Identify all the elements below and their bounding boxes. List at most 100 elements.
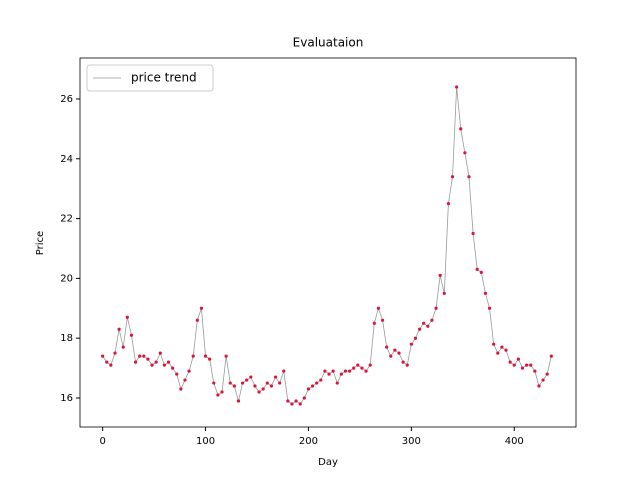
point bbox=[343, 369, 348, 373]
point bbox=[212, 381, 216, 385]
point bbox=[265, 381, 269, 385]
point bbox=[516, 357, 520, 361]
point bbox=[430, 318, 434, 322]
x-tick-label: 100 bbox=[196, 436, 215, 447]
point bbox=[450, 175, 455, 179]
point bbox=[529, 363, 533, 367]
y-tick-label: 24 bbox=[60, 154, 73, 165]
point bbox=[442, 291, 446, 295]
point bbox=[467, 175, 471, 179]
point bbox=[138, 354, 142, 358]
y-tick-label: 18 bbox=[60, 333, 73, 344]
point bbox=[339, 372, 343, 376]
point bbox=[286, 399, 290, 403]
point bbox=[405, 363, 409, 367]
point bbox=[154, 360, 158, 364]
point bbox=[224, 354, 228, 358]
point bbox=[385, 345, 389, 349]
point bbox=[105, 360, 109, 364]
point bbox=[401, 360, 405, 364]
point bbox=[179, 387, 183, 391]
point bbox=[109, 363, 113, 367]
point bbox=[434, 306, 438, 310]
point bbox=[273, 375, 278, 379]
line bbox=[102, 86, 552, 405]
point bbox=[216, 393, 220, 397]
point bbox=[129, 333, 134, 337]
y-axis-label: Price bbox=[35, 231, 46, 255]
point bbox=[150, 363, 154, 367]
point bbox=[117, 327, 121, 331]
point bbox=[549, 354, 553, 358]
point bbox=[302, 396, 306, 400]
point bbox=[253, 384, 257, 388]
x-axis-label: Day bbox=[318, 457, 338, 468]
point bbox=[487, 306, 492, 310]
point bbox=[492, 342, 496, 346]
point bbox=[183, 378, 187, 382]
point bbox=[397, 351, 401, 355]
point bbox=[368, 363, 372, 367]
point bbox=[261, 387, 265, 391]
point bbox=[195, 318, 199, 322]
point bbox=[376, 306, 381, 310]
point bbox=[191, 354, 195, 358]
point bbox=[240, 381, 245, 385]
point bbox=[471, 231, 475, 236]
point bbox=[446, 202, 450, 206]
point bbox=[101, 354, 105, 358]
point bbox=[520, 366, 525, 370]
chart-title: Evaluataion bbox=[293, 36, 364, 50]
point bbox=[278, 381, 282, 385]
point bbox=[380, 318, 385, 322]
point bbox=[220, 390, 224, 394]
point bbox=[372, 321, 376, 325]
point bbox=[483, 291, 488, 295]
point bbox=[228, 381, 232, 385]
legend-box bbox=[86, 64, 214, 92]
point bbox=[162, 363, 166, 367]
y-tick-label: 22 bbox=[60, 214, 73, 225]
point bbox=[327, 372, 331, 376]
point bbox=[459, 127, 463, 131]
point bbox=[175, 372, 179, 376]
point bbox=[422, 321, 426, 325]
y-tick-label: 16 bbox=[60, 393, 73, 404]
point bbox=[171, 366, 175, 370]
point bbox=[306, 387, 311, 391]
point bbox=[310, 384, 315, 388]
x-tick-label: 0 bbox=[99, 436, 105, 447]
point bbox=[323, 369, 327, 373]
point bbox=[348, 369, 352, 373]
point bbox=[166, 360, 171, 364]
point bbox=[331, 369, 335, 373]
point bbox=[360, 366, 364, 370]
point bbox=[455, 85, 459, 89]
point bbox=[236, 399, 241, 403]
point bbox=[319, 378, 323, 382]
point bbox=[512, 363, 516, 367]
point bbox=[356, 363, 360, 367]
point bbox=[335, 381, 339, 385]
point bbox=[438, 273, 442, 277]
point bbox=[257, 390, 261, 394]
legend-label: price trend bbox=[131, 71, 197, 85]
point bbox=[282, 369, 286, 373]
axes-frame bbox=[79, 57, 577, 428]
point bbox=[479, 270, 483, 275]
y-tick-label: 20 bbox=[60, 273, 73, 284]
point bbox=[146, 357, 150, 361]
point bbox=[208, 357, 212, 361]
point bbox=[537, 384, 541, 388]
point bbox=[389, 354, 393, 358]
point bbox=[294, 399, 298, 403]
point bbox=[426, 324, 430, 328]
point bbox=[158, 351, 162, 355]
point bbox=[475, 267, 479, 272]
x-tick-label: 400 bbox=[505, 436, 524, 447]
point bbox=[500, 345, 504, 349]
point bbox=[525, 363, 529, 367]
point bbox=[245, 378, 249, 382]
point bbox=[364, 369, 368, 373]
